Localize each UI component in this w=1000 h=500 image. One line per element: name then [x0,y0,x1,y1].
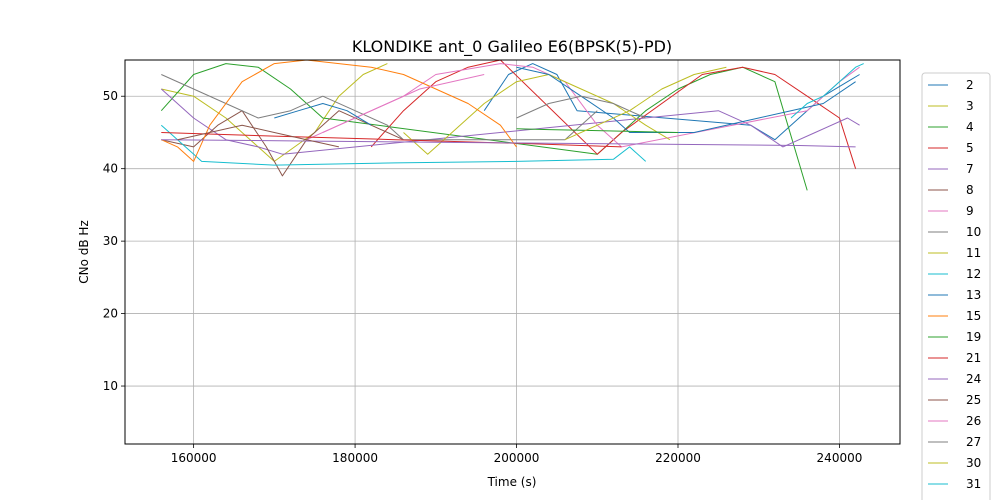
y-tick-label: 30 [103,234,118,248]
x-tick-label: 200000 [494,451,540,465]
y-axis: 10 20 30 40 50 [103,89,125,393]
series-line-27 [516,95,646,119]
y-tick-label: 40 [103,162,118,176]
series-line-5 [370,60,857,169]
legend-label-7: 7 [966,162,974,176]
series-line-7 [160,88,860,155]
legend-label-25: 25 [966,393,981,407]
series-line-12 [160,124,647,166]
x-tick-label: 220000 [655,451,701,465]
legend-label-27: 27 [966,435,981,449]
series-line-33 [274,103,372,126]
legend-label-8: 8 [966,183,974,197]
legend-label-19: 19 [966,330,981,344]
legend-label-24: 24 [966,372,981,386]
legend-label-26: 26 [966,414,981,428]
series-line-31 [790,63,864,119]
y-tick-label: 10 [103,379,118,393]
legend-label-11: 11 [966,246,981,260]
x-tick-label: 180000 [332,451,378,465]
legend-label-12: 12 [966,267,981,281]
series-line-24 [161,139,856,148]
legend-label-9: 9 [966,204,974,218]
series-line-26 [322,74,485,133]
legend-label-3: 3 [966,99,974,113]
legend-label-15: 15 [966,309,981,323]
series-line-13 [516,66,856,133]
series-line-19 [516,128,679,133]
x-tick-label: 160000 [171,451,217,465]
y-axis-label: CNo dB Hz [77,220,91,284]
x-axis-label: Time (s) [487,475,537,489]
legend-label-2: 2 [966,78,974,92]
y-tick-label: 20 [103,307,118,321]
legend-box [921,72,991,500]
legend-label-33: 33 [966,498,981,500]
gridlines [125,60,900,444]
series-line-11 [403,74,671,155]
series-line-21 [161,132,622,148]
legend-label-30: 30 [966,456,981,470]
series-line-25 [177,124,340,148]
legend-label-5: 5 [966,141,974,155]
legend-label-31: 31 [966,477,981,491]
x-tick-label: 240000 [817,451,863,465]
series-line-15 [161,60,517,162]
legend-label-10: 10 [966,225,981,239]
legend-label-21: 21 [966,351,981,365]
series-layer [160,60,864,191]
series-line-30 [564,66,727,141]
series-line-10 [161,74,598,141]
plot-frame [124,59,901,445]
chart-title: KLONDIKE ant_0 Galileo E6(BPSK(5)-PD) [352,37,672,57]
legend-label-13: 13 [966,288,981,302]
legend: 2 3 4 5 7 8 9 10 11 12 13 15 19 21 24 25 26 27 30 31 33 [921,72,991,500]
y-tick-label: 50 [103,89,118,103]
x-axis: 160000 180000 200000 220000 240000 [171,444,863,465]
series-line-4 [160,63,808,191]
legend-label-4: 4 [966,120,974,134]
